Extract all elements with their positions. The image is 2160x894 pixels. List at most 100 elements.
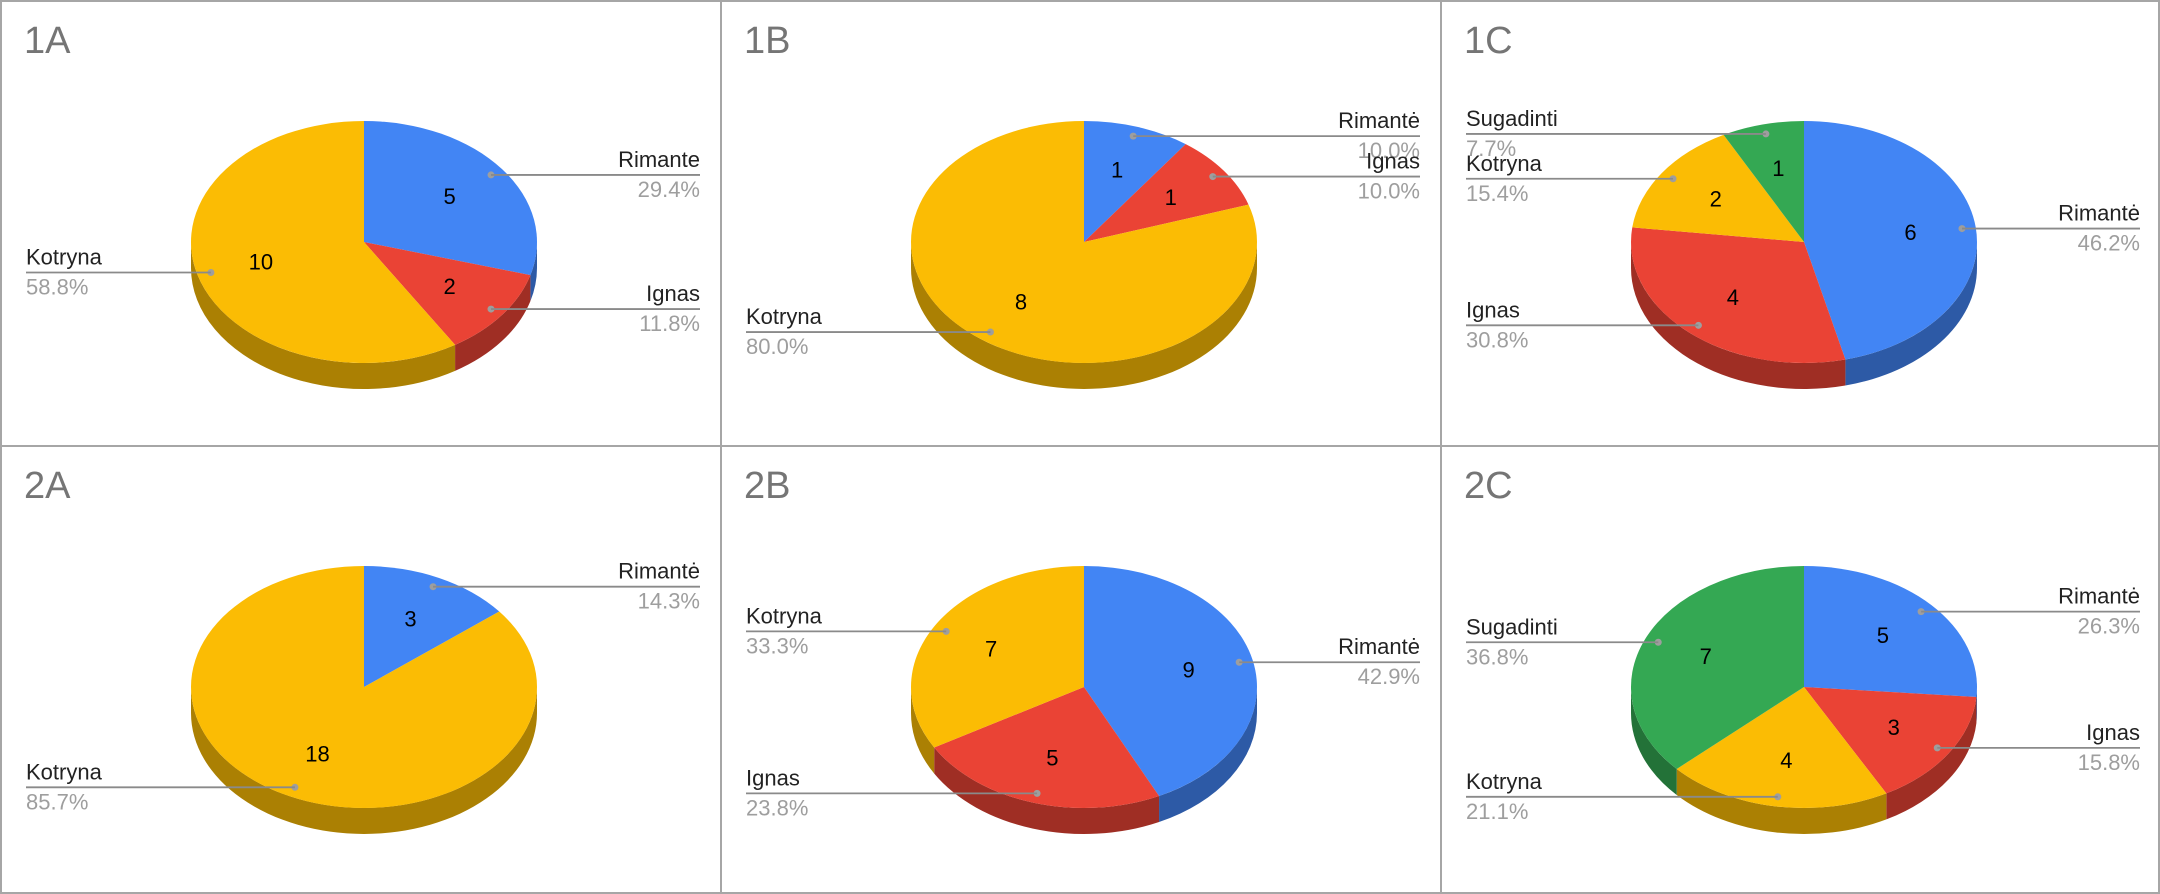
legend-percent: 36.8% <box>1466 644 1528 669</box>
pie-chart-2b: 9 Rimantė 42.9% 5 Ignas 23.8% 7 Kotryna 33.3% <box>746 566 1420 834</box>
pie-labels: 6 Rimantė 46.2% 4 Ignas 30.8% 2 Kotryna 15.4% 1 Su… <box>1466 106 2140 352</box>
slice-value-label: 3 <box>1888 715 1900 740</box>
slice-value-label: 5 <box>1877 623 1889 648</box>
slice-value-label: 9 <box>1182 657 1194 682</box>
chart-panel-1a: 1A 5 Rimante 29.4% 2 Ignas 11.8% 10 Kotryna 58.8… <box>0 0 722 447</box>
chart-title: 2C <box>1464 465 1513 507</box>
pie-labels: 3 Rimantė 14.3% 18 Kotryna 85.7% <box>26 559 700 815</box>
pie-side-wall <box>1886 696 1977 820</box>
pie-side <box>191 242 537 389</box>
legend-label: Sugadinti <box>1466 614 1558 639</box>
pie-side-wall <box>1845 242 1977 386</box>
slice-value-label: 4 <box>1727 285 1739 310</box>
pie-side-wall <box>934 747 1160 834</box>
pie-slice-kotryna <box>911 121 1257 364</box>
legend-percent: 58.8% <box>26 274 88 299</box>
pie-side-wall <box>1676 768 1887 834</box>
leader-lines <box>26 171 700 313</box>
pie-slice-rimant <box>1084 566 1257 797</box>
slice-value-label: 18 <box>305 742 329 767</box>
pie-slice-kotryna <box>191 121 456 363</box>
pie-slice-rimante <box>364 121 537 276</box>
leader-dot <box>1958 225 1966 233</box>
pie-side-wall <box>530 242 537 302</box>
pie-slice-kotryna <box>1632 134 1804 242</box>
legend-label: Kotryna <box>1466 769 1543 794</box>
chart-title: 1B <box>744 20 791 62</box>
legend-percent: 85.7% <box>26 789 88 814</box>
pie-slice-kotryna <box>1676 687 1887 808</box>
slice-value-label: 10 <box>249 250 273 275</box>
pie-side-wall <box>1631 242 1846 389</box>
legend-percent: 42.9% <box>1358 664 1420 689</box>
legend-label: Kotryna <box>26 244 103 269</box>
leader-lines <box>26 583 700 791</box>
legend-label: Rimantė <box>618 559 700 584</box>
pie-side <box>1631 242 1977 389</box>
legend-percent: 23.8% <box>746 795 808 820</box>
pie-side <box>911 242 1257 389</box>
slice-value-label: 1 <box>1165 185 1177 210</box>
legend-label: Kotryna <box>746 304 823 329</box>
pie-side-wall <box>911 242 1257 389</box>
leader-dot <box>1129 132 1137 140</box>
slice-value-label: 6 <box>1904 220 1916 245</box>
pie-slice-rimant <box>1804 566 1977 697</box>
pie-top <box>911 121 1257 364</box>
pie-top <box>190 566 537 808</box>
slice-value-label: 4 <box>1780 748 1792 773</box>
legend-percent: 30.8% <box>1466 327 1528 352</box>
legend-label: Ignas <box>646 281 700 306</box>
pie-chart-2a: 3 Rimantė 14.3% 18 Kotryna 85.7% <box>26 559 700 834</box>
leader-lines <box>1466 130 2140 329</box>
pie-side <box>191 687 537 834</box>
legend-label: Rimantė <box>2058 201 2140 226</box>
slice-value-label: 7 <box>1700 644 1712 669</box>
pie-labels: 9 Rimantė 42.9% 5 Ignas 23.8% 7 Kotryna 33.3% <box>746 603 1420 820</box>
legend-label: Rimantė <box>1338 634 1420 659</box>
legend-label: Rimante <box>618 147 700 172</box>
leader-dot <box>1917 608 1925 616</box>
legend-percent: 21.1% <box>1466 799 1528 824</box>
legend-percent: 14.3% <box>638 589 700 614</box>
legend-label: Rimantė <box>2058 584 2140 609</box>
pie-chart-1c: 6 Rimantė 46.2% 4 Ignas 30.8% 2 Kotryna 15.4% 1 Su… <box>1466 106 2140 389</box>
legend-percent: 33.3% <box>746 633 808 658</box>
slice-value-label: 5 <box>443 184 455 209</box>
slice-value-label: 7 <box>985 636 997 661</box>
pie-slice-rimant <box>1084 121 1186 242</box>
leader-lines <box>746 132 1420 336</box>
chart-panel-1b: 1B 1 Rimantė 10.0% 1 Ignas 10.0% 8 Kotryna 80.0% <box>720 0 1442 447</box>
legend-label: Kotryna <box>1466 151 1543 176</box>
leader-lines <box>1466 608 2140 801</box>
legend-percent: 7.7% <box>1466 136 1516 161</box>
pie-side <box>1631 687 1977 834</box>
legend-label: Ignas <box>2086 720 2140 745</box>
pie-side-wall <box>455 275 531 371</box>
legend-percent: 15.4% <box>1466 181 1528 206</box>
chart-panel-2c: 2C 5 Rimantė 26.3% 3 Ignas 15.8% 4 Kotryna 21.1%… <box>1440 445 2160 894</box>
legend-label: Kotryna <box>746 603 823 628</box>
legend-percent: 11.8% <box>639 311 700 336</box>
slice-value-label: 8 <box>1015 290 1027 315</box>
pie-slice-rimant <box>1804 121 1977 360</box>
leader-dot <box>1033 789 1041 797</box>
pie-side-wall <box>911 687 935 774</box>
pie-chart-1a: 5 Rimante 29.4% 2 Ignas 11.8% 10 Kotryna 58.8% <box>26 121 700 389</box>
pie-side-wall <box>1631 687 1677 795</box>
legend-percent: 26.3% <box>2078 614 2140 639</box>
pie-slice-ignas <box>934 687 1160 808</box>
pie-side-wall <box>1159 687 1257 823</box>
pie-slice-rimant <box>364 566 500 687</box>
leader-dot <box>1669 175 1677 183</box>
pie-top <box>911 566 1257 808</box>
pie-top <box>1631 566 1977 808</box>
chart-title: 2B <box>744 465 791 507</box>
slice-value-label: 2 <box>443 274 455 299</box>
legend-percent: 46.2% <box>2078 231 2140 256</box>
legend-label: Sugadinti <box>1466 106 1558 131</box>
chart-title: 2A <box>24 465 71 507</box>
pie-side <box>911 687 1257 834</box>
